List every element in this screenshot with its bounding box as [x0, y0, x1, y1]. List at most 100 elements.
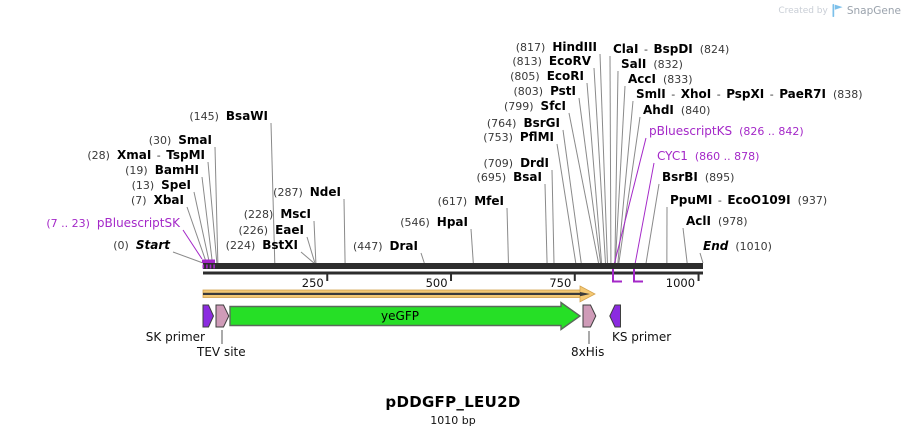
site-label-smai[interactable]: (30) SmaI [149, 133, 212, 148]
brand-name: SnapGene [846, 4, 901, 17]
pbluescriptsk-feature-dash [206, 264, 208, 269]
ks-primer-label[interactable]: KS primer [612, 330, 672, 344]
name-separator: - [640, 43, 652, 56]
site-position: (840) [680, 104, 711, 117]
marker-label-end[interactable]: End (1010) [703, 239, 772, 254]
site-position: (13) [131, 179, 155, 192]
site-label-bsawi[interactable]: (145) BsaWI [189, 109, 268, 124]
leader-line [599, 53, 608, 264]
sequence-bar [203, 263, 703, 269]
site-label-smli-xhoi-pspxi-paer7i[interactable]: SmlI - XhoI - PspXI - PaeR7I (838) [636, 87, 863, 102]
ruler-tick [573, 274, 576, 281]
site-position: (546) [400, 216, 430, 229]
site-label-hpai[interactable]: (546) HpaI [400, 215, 468, 230]
leader-line [313, 220, 317, 264]
site-label-ahdi[interactable]: AhdI (840) [643, 103, 710, 118]
site-label-spei[interactable]: (13) SpeI [132, 178, 191, 193]
site-label-sali[interactable]: SalI (832) [621, 57, 683, 72]
leader-line [201, 176, 213, 264]
site-label-drdi[interactable]: (709) DrdI [483, 156, 549, 171]
ruler-bar [203, 271, 703, 275]
site-label-bsrgi[interactable]: (764) BsrGI [487, 116, 560, 131]
ruler-tick [450, 274, 453, 281]
site-label-hindiii[interactable]: (817) HindIII [516, 40, 597, 55]
pbluescriptsk-feature-bar[interactable] [202, 259, 215, 264]
leader-line [617, 100, 634, 264]
site-label-psti[interactable]: (803) PstI [513, 84, 576, 99]
name-separator: - [713, 88, 725, 101]
site-label-mfei[interactable]: (617) MfeI [438, 194, 504, 209]
site-label-xbai[interactable]: (7) XbaI [131, 193, 184, 208]
his-tag-arrow[interactable] [582, 304, 597, 328]
pbluescriptks-feature-bracket[interactable] [612, 269, 622, 283]
tev-site-arrow[interactable] [215, 304, 230, 328]
name-separator: - [153, 149, 165, 162]
pbluescriptsk-feature-dash [202, 264, 205, 269]
site-position: (447) [352, 240, 383, 253]
snapgene-credit: Created by SnapGene [778, 4, 901, 17]
plasmid-length: 1010 bp [430, 414, 476, 427]
site-position: (617) [437, 195, 468, 208]
site-position: (753) [483, 131, 513, 144]
site-name: XhoI [680, 87, 712, 101]
site-label-drai[interactable]: (447) DraI [353, 239, 418, 254]
site-name: XmaI [116, 148, 152, 162]
leader-line [593, 67, 606, 264]
sk-primer-label[interactable]: SK primer [145, 330, 205, 344]
site-name: ClaI [613, 42, 639, 56]
site-label-ppumi-ecoo109i[interactable]: PpuMI - EcoO109I (937) [670, 193, 827, 208]
cyc1-feature-bracket[interactable] [633, 269, 643, 283]
site-position: (30) [148, 134, 172, 147]
site-position: (978) [717, 215, 748, 228]
site-position: (0) [113, 239, 129, 252]
site-position: (287) [273, 186, 303, 199]
site-label-bstxi[interactable]: (224) BstXI [226, 238, 298, 253]
gene-label-yegfp[interactable]: yeGFP [381, 309, 419, 323]
map-elements: 250 500 750 1000 [202, 259, 703, 344]
site-name: PpuMI [670, 193, 713, 207]
feature-label-pbluescriptsk[interactable]: (7 .. 23) pBluescriptSK [46, 216, 180, 231]
leader-line [614, 70, 619, 264]
site-position: (28) [87, 149, 110, 162]
site-label-ndei[interactable]: (287) NdeI [273, 185, 341, 200]
site-label-ecori[interactable]: (805) EcoRI [510, 69, 584, 84]
leader-line [270, 122, 276, 264]
orf-arrow-core [203, 292, 581, 295]
tev-site-label[interactable]: TEV site [197, 345, 246, 359]
site-label-msci[interactable]: (228) MscI [244, 207, 311, 222]
leader-line [182, 229, 203, 260]
ks-primer-arrow[interactable] [609, 304, 621, 328]
his-tag-label[interactable]: 8xHis [571, 345, 605, 359]
feature-label-pbluescriptks[interactable]: pBluescriptKS (826 .. 842) [649, 124, 804, 139]
feature-label-cyc1[interactable]: CYC1 (860 .. 878) [657, 149, 759, 164]
leader-line [645, 183, 660, 264]
created-by-text: Created by [778, 5, 828, 16]
leader-line [172, 251, 204, 264]
site-name: pBluescriptSK [96, 216, 180, 230]
marker-label-start[interactable]: (0) Start [113, 238, 170, 253]
site-name: EcoRV [548, 54, 591, 68]
site-label-sfci[interactable]: (799) SfcI [504, 99, 566, 114]
site-label-bsai[interactable]: (695) BsaI [477, 170, 542, 185]
site-label-clai-bspdi[interactable]: ClaI - BspDI (824) [613, 42, 729, 57]
yegfp-gene-arrow[interactable] [229, 301, 582, 331]
site-label-bamhi[interactable]: (19) BamHI [125, 163, 199, 178]
site-label-acci[interactable]: AccI (833) [628, 72, 693, 87]
leader-line [613, 137, 647, 268]
ruler-tick-label: 750 [549, 276, 571, 290]
leader-line [193, 191, 210, 264]
site-position: (226) [238, 224, 269, 237]
site-label-bsrbi[interactable]: BsrBI (895) [662, 170, 734, 185]
site-label-acli[interactable]: AclI (978) [686, 214, 748, 229]
site-name: CYC1 [657, 149, 688, 163]
site-label-pflmi[interactable]: (753) PflMI [483, 130, 554, 145]
site-name: DrdI [520, 156, 549, 170]
site-label-eaei[interactable]: (226) EaeI [239, 223, 305, 238]
name-separator: - [667, 88, 679, 101]
site-label-ecorv[interactable]: (813) EcoRV [512, 54, 591, 69]
leader-line [682, 227, 688, 264]
sk-primer-arrow[interactable] [202, 304, 215, 328]
site-label-xmai-tspmi[interactable]: (28) XmaI - TspMI [87, 148, 205, 163]
